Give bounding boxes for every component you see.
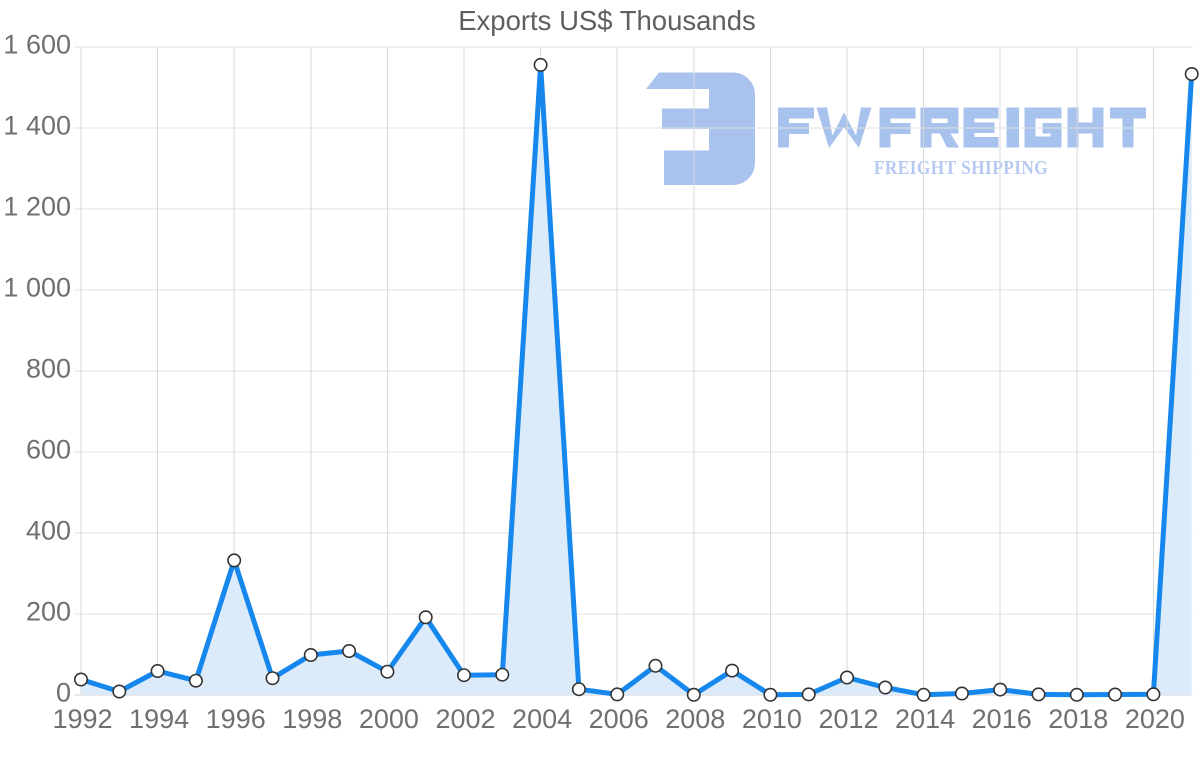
- svg-text:0: 0: [56, 678, 71, 708]
- svg-text:800: 800: [26, 354, 71, 384]
- svg-text:FREIGHT SHIPPING: FREIGHT SHIPPING: [874, 157, 1048, 180]
- svg-text:2008: 2008: [665, 704, 725, 734]
- svg-text:1998: 1998: [282, 704, 342, 734]
- svg-text:2012: 2012: [818, 704, 878, 734]
- svg-text:Exports US$ Thousands: Exports US$ Thousands: [458, 5, 756, 36]
- svg-text:2002: 2002: [435, 704, 495, 734]
- svg-text:2006: 2006: [589, 704, 649, 734]
- svg-text:1996: 1996: [206, 704, 266, 734]
- svg-text:1 600: 1 600: [3, 30, 71, 60]
- svg-text:2004: 2004: [512, 704, 572, 734]
- svg-text:600: 600: [26, 435, 71, 465]
- svg-text:400: 400: [26, 516, 71, 546]
- svg-text:1 200: 1 200: [3, 192, 71, 222]
- svg-text:2020: 2020: [1125, 704, 1185, 734]
- svg-text:1992: 1992: [52, 704, 112, 734]
- svg-text:2016: 2016: [972, 704, 1032, 734]
- svg-text:2010: 2010: [742, 704, 802, 734]
- svg-text:1 400: 1 400: [3, 111, 71, 141]
- svg-text:1 000: 1 000: [3, 273, 71, 303]
- svg-text:1994: 1994: [129, 704, 189, 734]
- svg-text:2014: 2014: [895, 704, 955, 734]
- svg-text:2000: 2000: [359, 704, 419, 734]
- svg-text:200: 200: [26, 597, 71, 627]
- svg-text:2018: 2018: [1048, 704, 1108, 734]
